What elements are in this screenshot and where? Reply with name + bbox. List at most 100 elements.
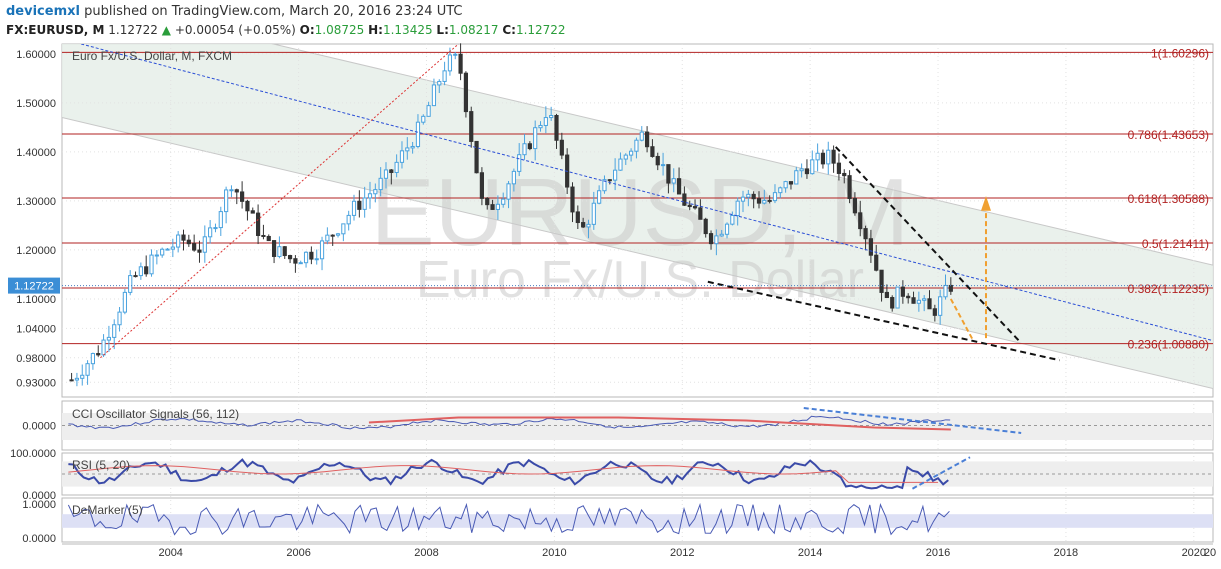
candle-body: [852, 198, 858, 214]
candle-body: [756, 198, 762, 204]
rsi-y-label-bottom: 0.0000: [22, 490, 56, 502]
candle-body: [559, 139, 564, 156]
candle-body: [762, 199, 767, 204]
wedge-lower: [707, 280, 1060, 362]
candle-body: [682, 193, 687, 206]
y-tick-label: 1.50000: [16, 98, 56, 110]
last-price: 1.12722: [108, 23, 158, 37]
y-tick-label: 0.93000: [16, 377, 56, 389]
candle-body: [117, 311, 122, 326]
cci-signal-line: [368, 416, 951, 431]
candle-body: [373, 189, 378, 195]
x-tick-label: 2006: [286, 547, 310, 559]
candle-body: [522, 143, 527, 156]
candle-body: [154, 254, 159, 257]
candle-body: [202, 236, 207, 253]
candle-body: [229, 189, 234, 192]
wedge-upper: [835, 146, 1022, 344]
candle-body: [836, 162, 842, 174]
candle-body: [895, 286, 900, 309]
candle-body: [692, 206, 698, 209]
candle-body: [186, 239, 191, 245]
x-tick-label: 2018: [1054, 547, 1078, 559]
candle-body: [660, 164, 666, 167]
candle-body: [399, 150, 405, 163]
rsi-y-label-top: 100.0000: [10, 448, 56, 460]
candle-body: [501, 198, 506, 205]
fib-label: 0.786(1.43653): [1128, 128, 1209, 142]
candle-body: [890, 297, 895, 309]
candle-body: [799, 168, 804, 172]
last-price-tag: [8, 277, 60, 294]
candle-body: [868, 238, 873, 256]
low-value: 1.08217: [448, 23, 499, 37]
candle-body: [463, 72, 469, 113]
open-value: 1.08725: [314, 23, 365, 37]
candle-body: [570, 186, 575, 213]
candle-body: [213, 227, 218, 230]
watermark-symbol: EURUSD, M: [371, 159, 910, 266]
candle-body: [810, 159, 815, 175]
x-tick-label: 2012: [670, 547, 694, 559]
candle-body: [122, 291, 127, 313]
candle-body: [426, 105, 431, 117]
candle-body: [415, 121, 421, 147]
x-tick-label: 20: [1204, 547, 1216, 559]
candle-body: [181, 234, 186, 241]
candle-body: [772, 192, 778, 202]
candle-body: [149, 254, 154, 275]
candle-body: [431, 84, 437, 107]
candle-body: [714, 235, 719, 245]
candle-body: [511, 170, 516, 185]
y-tick-label: 1.10000: [16, 294, 56, 306]
candle-body: [911, 297, 916, 304]
arrow-head-icon: [980, 195, 991, 211]
candle-body: [160, 248, 165, 256]
x-tick-label: 2014: [798, 547, 822, 559]
candle-body: [804, 168, 810, 175]
candle-body: [767, 199, 772, 202]
y-tick-label: 1.04000: [16, 323, 56, 335]
candle-body: [554, 115, 559, 141]
candle-body: [192, 243, 197, 251]
candle-body: [325, 234, 330, 242]
publish-info: published on TradingView.com, March 20, …: [84, 4, 463, 19]
publish-line: devicemxl published on TradingView.com, …: [6, 4, 462, 19]
candle-body: [751, 193, 756, 200]
candle-body: [245, 200, 250, 212]
candle-body: [234, 189, 239, 193]
candle-body: [362, 197, 367, 210]
candle-body: [671, 178, 676, 184]
demarker-title: DeMarker (5): [72, 503, 143, 517]
candle-body: [916, 299, 921, 304]
candle-body: [447, 54, 453, 72]
candle-body: [543, 117, 548, 126]
fib-label: 0.5(1.21411): [1142, 237, 1209, 251]
candle-body: [287, 255, 293, 260]
rsi-trendline: [911, 456, 971, 490]
candle-body: [602, 179, 607, 192]
author-link[interactable]: devicemxl: [6, 4, 80, 19]
cci-y-label: 0.0000: [22, 421, 56, 433]
fib-label: 1(1.60296): [1151, 46, 1209, 60]
candle-body: [687, 204, 692, 208]
candle-body: [735, 200, 740, 217]
candle-body: [666, 164, 671, 184]
candle-body: [719, 233, 724, 237]
candle-body: [634, 139, 639, 152]
candle-body: [250, 210, 255, 214]
candle-body: [298, 262, 303, 265]
candle-body: [863, 228, 868, 240]
candle-body: [383, 169, 389, 179]
candle-body: [138, 266, 143, 277]
candle-body: [112, 324, 117, 338]
symbol-label: FX:EURUSD, M: [6, 23, 105, 37]
candle-body: [676, 178, 682, 195]
candle-body: [101, 339, 106, 356]
y-tick-label: 1.20000: [16, 245, 56, 257]
x-tick-label: 2004: [158, 547, 182, 559]
candle-body: [586, 223, 591, 228]
candle-body: [847, 175, 852, 200]
demarker-y-label-top: 1.0000: [22, 499, 56, 511]
